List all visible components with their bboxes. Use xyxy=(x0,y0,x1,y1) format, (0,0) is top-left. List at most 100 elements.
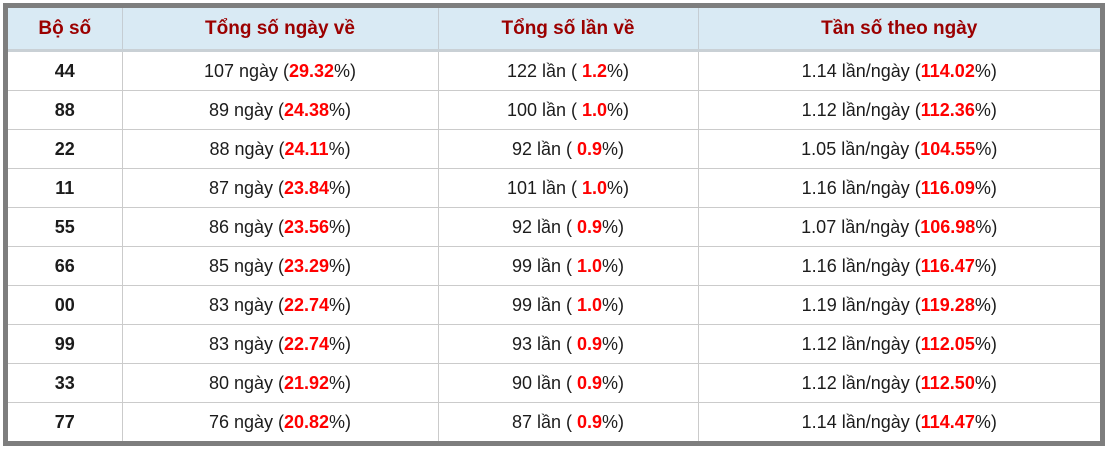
days-cell: 76 ngày (20.82%) xyxy=(122,402,439,441)
percent-suffix: %) xyxy=(607,60,630,81)
times-percent: 1.0 xyxy=(582,99,608,120)
percent-suffix: %) xyxy=(975,138,998,159)
times-text: 92 lần ( xyxy=(511,216,577,237)
percent-suffix: %) xyxy=(607,99,630,120)
percent-suffix: %) xyxy=(602,255,625,276)
times-text: 99 lần ( xyxy=(511,294,577,315)
times-cell: 93 lần ( 0.9%) xyxy=(438,324,699,364)
times-cell: 99 lần ( 1.0%) xyxy=(438,285,699,325)
times-cell: 92 lần ( 0.9%) xyxy=(438,207,699,247)
freq-text: 1.16 lần/ngày ( xyxy=(801,255,921,276)
table-row: 33 80 ngày (21.92%) 90 lần ( 0.9%) 1.12 … xyxy=(8,363,1100,403)
freq-cell: 1.12 lần/ngày (112.36%) xyxy=(698,90,1100,130)
percent-suffix: %) xyxy=(974,333,997,354)
percent-suffix: %) xyxy=(602,411,625,432)
days-percent: 21.92 xyxy=(284,372,330,393)
times-cell: 90 lần ( 0.9%) xyxy=(438,363,699,403)
freq-cell: 1.16 lần/ngày (116.47%) xyxy=(698,246,1100,286)
days-percent: 24.11 xyxy=(284,138,329,159)
days-text: 87 ngày ( xyxy=(208,177,284,198)
percent-suffix: %) xyxy=(974,294,997,315)
table-frame: Bộ số Tổng số ngày về Tổng số lần về Tần… xyxy=(3,3,1105,446)
freq-cell: 1.05 lần/ngày (104.55%) xyxy=(698,129,1100,169)
times-cell: 101 lần ( 1.0%) xyxy=(438,168,699,208)
days-cell: 80 ngày (21.92%) xyxy=(122,363,439,403)
times-percent: 0.9 xyxy=(577,372,603,393)
table-row: 88 89 ngày (24.38%) 100 lần ( 1.0%) 1.12… xyxy=(8,90,1100,130)
times-cell: 99 lần ( 1.0%) xyxy=(438,246,699,286)
pair-number: 99 xyxy=(8,324,123,364)
pair-number: 33 xyxy=(8,363,123,403)
lottery-pair-stats-table: Bộ số Tổng số ngày về Tổng số lần về Tần… xyxy=(8,8,1100,441)
percent-suffix: %) xyxy=(329,333,352,354)
times-percent: 0.9 xyxy=(577,138,603,159)
days-cell: 85 ngày (23.29%) xyxy=(122,246,439,286)
freq-percent: 112.50 xyxy=(920,372,975,393)
percent-suffix: %) xyxy=(329,177,352,198)
table-row: 66 85 ngày (23.29%) 99 lần ( 1.0%) 1.16 … xyxy=(8,246,1100,286)
times-text: 100 lần ( xyxy=(506,99,583,120)
percent-suffix: %) xyxy=(329,294,352,315)
pair-number: 77 xyxy=(8,402,123,441)
days-text: 89 ngày ( xyxy=(208,99,284,120)
times-text: 93 lần ( xyxy=(511,333,577,354)
table-row: 99 83 ngày (22.74%) 93 lần ( 0.9%) 1.12 … xyxy=(8,324,1100,364)
freq-cell: 1.07 lần/ngày (106.98%) xyxy=(698,207,1100,247)
times-text: 101 lần ( xyxy=(506,177,583,198)
percent-suffix: %) xyxy=(329,372,352,393)
percent-suffix: %) xyxy=(334,60,357,81)
percent-suffix: %) xyxy=(602,333,625,354)
days-percent: 23.84 xyxy=(284,177,330,198)
times-text: 99 lần ( xyxy=(511,255,577,276)
column-header-total-times: Tổng số lần về xyxy=(438,8,699,52)
times-text: 90 lần ( xyxy=(511,372,577,393)
percent-suffix: %) xyxy=(974,411,997,432)
freq-percent: 114.02 xyxy=(920,60,975,81)
percent-suffix: %) xyxy=(974,99,997,120)
freq-percent: 106.98 xyxy=(920,216,976,237)
header-row: Bộ số Tổng số ngày về Tổng số lần về Tần… xyxy=(8,8,1100,52)
days-cell: 87 ngày (23.84%) xyxy=(122,168,439,208)
days-cell: 83 ngày (22.74%) xyxy=(122,324,439,364)
table-row: 44 107 ngày (29.32%) 122 lần ( 1.2%) 1.1… xyxy=(8,50,1100,91)
percent-suffix: %) xyxy=(602,216,625,237)
times-percent: 0.9 xyxy=(577,333,603,354)
freq-text: 1.07 lần/ngày ( xyxy=(801,216,921,237)
freq-cell: 1.12 lần/ngày (112.05%) xyxy=(698,324,1100,364)
table-row: 55 86 ngày (23.56%) 92 lần ( 0.9%) 1.07 … xyxy=(8,207,1100,247)
freq-cell: 1.14 lần/ngày (114.02%) xyxy=(698,50,1100,91)
times-text: 92 lần ( xyxy=(511,138,577,159)
days-cell: 83 ngày (22.74%) xyxy=(122,285,439,325)
table-row: 11 87 ngày (23.84%) 101 lần ( 1.0%) 1.16… xyxy=(8,168,1100,208)
pair-number: 66 xyxy=(8,246,123,286)
days-text: 107 ngày ( xyxy=(203,60,289,81)
days-cell: 86 ngày (23.56%) xyxy=(122,207,439,247)
column-header-total-days: Tổng số ngày về xyxy=(122,8,439,52)
days-percent: 23.56 xyxy=(284,216,330,237)
percent-suffix: %) xyxy=(602,372,625,393)
times-text: 122 lần ( xyxy=(506,60,583,81)
pair-number: 22 xyxy=(8,129,123,169)
times-text: 87 lần ( xyxy=(511,411,577,432)
times-cell: 92 lần ( 0.9%) xyxy=(438,129,699,169)
times-percent: 1.0 xyxy=(577,255,603,276)
percent-suffix: %) xyxy=(328,138,351,159)
percent-suffix: %) xyxy=(974,177,997,198)
pair-number: 11 xyxy=(8,168,123,208)
percent-suffix: %) xyxy=(602,138,625,159)
pair-number: 44 xyxy=(8,50,123,91)
times-percent: 1.0 xyxy=(577,294,603,315)
pair-number: 00 xyxy=(8,285,123,325)
days-percent: 22.74 xyxy=(284,294,330,315)
times-percent: 0.9 xyxy=(577,216,603,237)
freq-percent: 112.36 xyxy=(920,99,975,120)
percent-suffix: %) xyxy=(329,411,352,432)
percent-suffix: %) xyxy=(974,372,997,393)
table-row: 22 88 ngày (24.11%) 92 lần ( 0.9%) 1.05 … xyxy=(8,129,1100,169)
days-percent: 22.74 xyxy=(284,333,330,354)
days-text: 83 ngày ( xyxy=(208,294,284,315)
days-percent: 24.38 xyxy=(284,99,330,120)
days-text: 85 ngày ( xyxy=(208,255,284,276)
freq-percent: 119.28 xyxy=(920,294,975,315)
freq-text: 1.12 lần/ngày ( xyxy=(801,99,921,120)
